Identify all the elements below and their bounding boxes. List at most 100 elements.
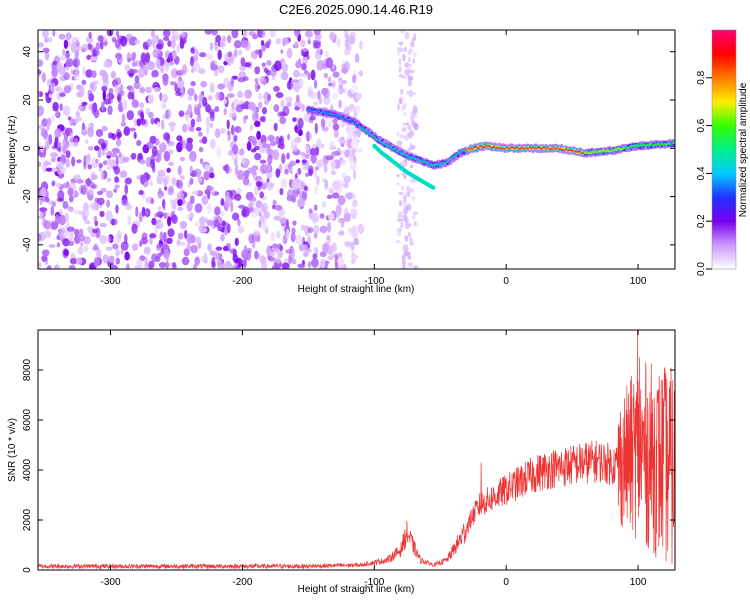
heatmap-cell — [73, 174, 81, 182]
heatmap-cell — [410, 42, 415, 48]
heatmap-cell — [169, 124, 175, 132]
heatmap-cell — [348, 103, 355, 112]
snr-frame — [37, 329, 676, 571]
heatmap-cell — [194, 256, 200, 266]
heatmap-cell — [45, 167, 54, 172]
heatmap-cell — [124, 184, 129, 195]
heatmap-cell — [409, 142, 412, 151]
heatmap-cell — [122, 99, 128, 110]
heatmap-cell — [322, 242, 329, 253]
heatmap-cell — [240, 57, 246, 67]
heatmap-cell — [353, 237, 359, 246]
heatmap-cell — [92, 184, 98, 189]
heatmap-cell — [258, 220, 262, 229]
heatmap-cell — [401, 266, 407, 269]
heatmap-cell — [102, 90, 107, 101]
heatmap-cell — [251, 165, 259, 171]
heatmap-cell — [269, 30, 276, 38]
heatmap-cell — [359, 40, 363, 50]
heatmap-cell — [238, 49, 242, 56]
heatmap-cell — [65, 32, 72, 40]
heatmap-cell — [162, 73, 169, 82]
heatmap-cell — [292, 117, 297, 122]
heatmap-cell — [128, 39, 132, 45]
heatmap-cell — [234, 237, 239, 247]
heatmap-cell — [87, 225, 91, 233]
heatmap-cell — [163, 132, 171, 141]
heatmap-cell — [285, 219, 289, 229]
heatmap-cell — [234, 157, 238, 167]
heatmap-cell — [66, 226, 75, 232]
heatmap-cell — [136, 258, 143, 267]
heatmap-cell — [51, 180, 56, 187]
heatmap-cell — [214, 128, 221, 139]
heatmap-cell — [151, 253, 158, 263]
heatmap-cell — [158, 261, 167, 269]
heatmap-cell — [179, 175, 185, 180]
heatmap-cell — [85, 139, 89, 144]
heatmap-cell — [86, 73, 92, 78]
heatmap-cell — [101, 142, 107, 150]
heatmap-cell — [304, 30, 313, 38]
heatmap-cell — [324, 50, 329, 58]
heatmap-cell — [83, 209, 90, 217]
heatmap-cell — [101, 149, 105, 156]
heatmap-cell — [305, 145, 309, 152]
heatmap-cell — [156, 173, 163, 185]
heatmap-cell — [207, 243, 212, 252]
heatmap-cell — [124, 251, 130, 261]
heatmap-cell — [38, 124, 45, 130]
heatmap-cell — [175, 91, 183, 97]
heatmap-cell — [65, 58, 74, 68]
snr-xtick-label: -100 — [364, 577, 384, 588]
heatmap-cell — [248, 196, 257, 202]
heatmap-cell — [404, 35, 410, 40]
heatmap-cell — [149, 180, 153, 186]
heatmap-cell — [300, 39, 306, 48]
heatmap-cell — [170, 81, 177, 86]
heatmap-cell — [230, 124, 235, 136]
heatmap-cell — [73, 58, 79, 66]
heatmap-cell — [407, 191, 411, 198]
heatmap-cell — [250, 135, 257, 141]
heatmap-cell — [357, 223, 365, 234]
heatmap-cell — [168, 122, 176, 127]
heatmap-cell — [166, 57, 171, 63]
heatmap-cell — [352, 193, 356, 200]
heatmap-cell — [407, 51, 411, 56]
heatmap-cell — [62, 182, 70, 189]
snr-y-ticks: 0 2000 4000 6000 8000 — [22, 358, 675, 573]
heatmap-cell — [168, 149, 174, 155]
heatmap-cell — [111, 218, 115, 226]
heatmap-cell — [185, 141, 193, 152]
heatmap-cell — [63, 39, 68, 49]
heatmap-cell — [46, 121, 50, 131]
heatmap-ridge-cell — [672, 142, 675, 145]
heatmap-cell — [207, 190, 211, 200]
heatmap-cell — [153, 87, 160, 92]
heatmap-cell — [157, 205, 162, 211]
heatmap-cell — [97, 197, 105, 205]
heatmap-cell — [200, 80, 208, 88]
heatmap-cell — [53, 140, 58, 149]
heatmap-cell — [103, 160, 108, 166]
heatmap-cell — [56, 197, 65, 203]
heatmap-cell — [173, 32, 180, 38]
heatmap-cell — [215, 34, 222, 43]
heatmap-cell — [409, 63, 412, 68]
snr-xtick-label: 100 — [630, 577, 647, 588]
heatmap-cell — [186, 242, 191, 251]
heatmap-cell — [395, 240, 401, 244]
heatmap-cell — [280, 216, 288, 226]
heatmap-cell — [121, 199, 129, 207]
heatmap-cell — [279, 58, 286, 64]
heatmap-cell — [130, 152, 137, 160]
heatmap-cell — [325, 155, 333, 161]
heatmap-cell — [320, 118, 326, 128]
heatmap-cell — [178, 76, 182, 82]
heatmap-cell — [413, 211, 418, 216]
heatmap-cell — [149, 236, 153, 245]
heatmap-cell — [254, 185, 259, 197]
heatmap-cell — [209, 250, 216, 256]
heatmap-cell — [341, 149, 345, 155]
